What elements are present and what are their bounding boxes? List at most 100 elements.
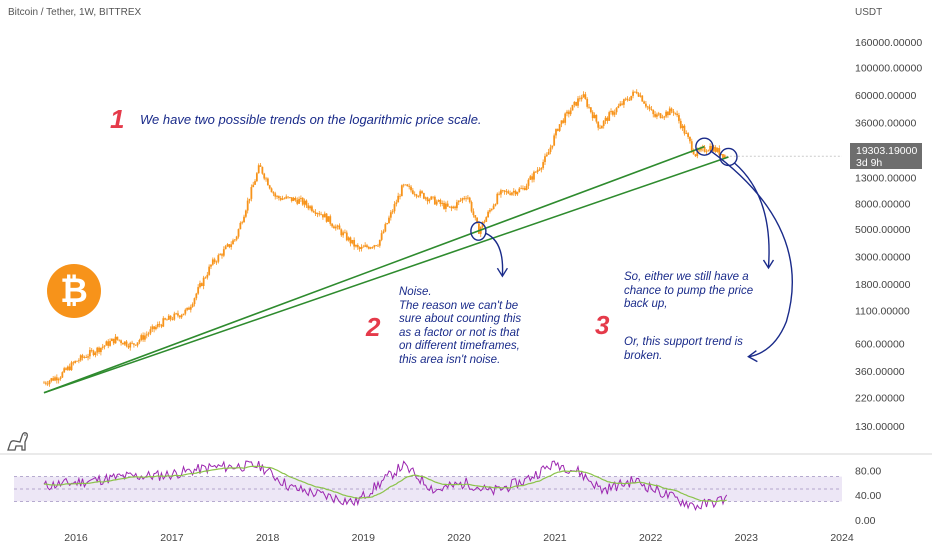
candle-body	[573, 101, 576, 105]
candle-body	[681, 125, 684, 128]
candle-body	[233, 239, 236, 241]
candle-body	[322, 214, 324, 218]
candle-body	[193, 298, 196, 305]
candle-body	[503, 190, 506, 192]
candle-body	[210, 264, 212, 267]
candle-body	[589, 107, 592, 113]
candle-body	[421, 191, 423, 194]
candle-body	[274, 193, 277, 197]
price-tick-label: 100000.00000	[855, 62, 922, 74]
trendlines	[43, 145, 729, 394]
candle-body	[338, 225, 341, 230]
candle-body	[643, 101, 645, 104]
candle-body	[498, 193, 501, 195]
candle-body	[610, 111, 612, 113]
rsi-panel: 80.00 40.00 0.00	[0, 453, 932, 527]
candle-body	[265, 178, 267, 180]
candle-body	[272, 192, 275, 194]
candle-body	[200, 283, 203, 287]
candle-body	[384, 224, 387, 232]
candle-body	[380, 233, 383, 240]
candle-body	[402, 184, 405, 186]
price-tick-label: 160000.00000	[855, 37, 922, 49]
candle-body	[558, 124, 561, 131]
candle-body	[672, 111, 675, 113]
candle-body	[367, 246, 370, 249]
candle-body	[382, 231, 385, 234]
candle-body	[142, 335, 144, 340]
candle-body	[173, 313, 176, 320]
price-tick-label: 1800.00000	[855, 279, 911, 291]
candle-body	[542, 162, 545, 168]
candle-body	[566, 111, 568, 114]
candle-body	[246, 200, 249, 211]
candle-body	[248, 198, 251, 201]
candle-body	[186, 307, 189, 310]
candle-body	[281, 198, 284, 200]
candle-body	[654, 114, 656, 117]
candle-body	[613, 112, 616, 115]
candle-body	[87, 356, 89, 358]
candle-body	[235, 236, 238, 240]
candle-body	[474, 215, 477, 218]
candle-body	[155, 326, 157, 330]
candle-body	[285, 196, 288, 199]
candle-body	[331, 223, 334, 227]
candle-body	[661, 117, 664, 119]
candle-body	[487, 211, 489, 218]
candle-body	[388, 217, 390, 224]
candle-body	[255, 173, 258, 182]
candle-body	[700, 148, 702, 151]
candle-body	[575, 101, 578, 106]
candle-body	[307, 205, 310, 209]
candle-body	[344, 232, 346, 234]
candle-body	[455, 202, 458, 209]
candle-body	[79, 355, 82, 361]
candle-body	[76, 360, 78, 362]
candle-body	[490, 209, 493, 211]
candle-body	[622, 99, 625, 105]
price-tick-label: 13000.00000	[855, 172, 916, 184]
candle-body	[523, 188, 526, 191]
price-axis-unit: USDT	[855, 7, 882, 18]
candle-body	[685, 133, 688, 135]
time-tick-label: 2018	[256, 532, 280, 544]
candle-body	[411, 190, 414, 194]
candle-body	[435, 201, 438, 205]
candle-body	[237, 229, 240, 237]
candle-body	[85, 356, 88, 358]
candle-body	[180, 315, 183, 318]
pump-arrowhead	[762, 259, 775, 270]
candle-body	[538, 169, 541, 171]
candle-body	[556, 129, 559, 131]
candle-body	[327, 216, 330, 222]
candle-body	[718, 148, 721, 155]
candle-body	[109, 341, 111, 346]
candle-body	[652, 109, 655, 115]
candle-body	[369, 247, 372, 249]
candle-body	[696, 149, 699, 157]
candle-body	[391, 211, 394, 213]
rsi-tick-label: 0.00	[855, 515, 876, 527]
candle-body	[257, 165, 260, 174]
candle-body	[432, 196, 434, 198]
annotation-number-3: 3	[595, 310, 610, 340]
candle-body	[511, 192, 513, 195]
price-tick-label: 8000.00000	[855, 199, 911, 211]
candle-body	[166, 319, 168, 321]
broken-arrowhead	[747, 350, 758, 363]
rsi-tick-label: 80.00	[855, 465, 881, 477]
candle-body	[393, 204, 396, 212]
candle-body	[140, 335, 143, 340]
candle-body	[266, 178, 269, 186]
candle-body	[136, 342, 139, 346]
upper-trend-circle	[695, 137, 714, 156]
candle-body	[586, 98, 589, 107]
candle-body	[525, 185, 528, 191]
candle-body	[448, 206, 451, 208]
candle-body	[468, 197, 471, 203]
candle-body	[303, 200, 306, 205]
candle-body	[578, 98, 581, 100]
candle-body	[505, 191, 508, 193]
